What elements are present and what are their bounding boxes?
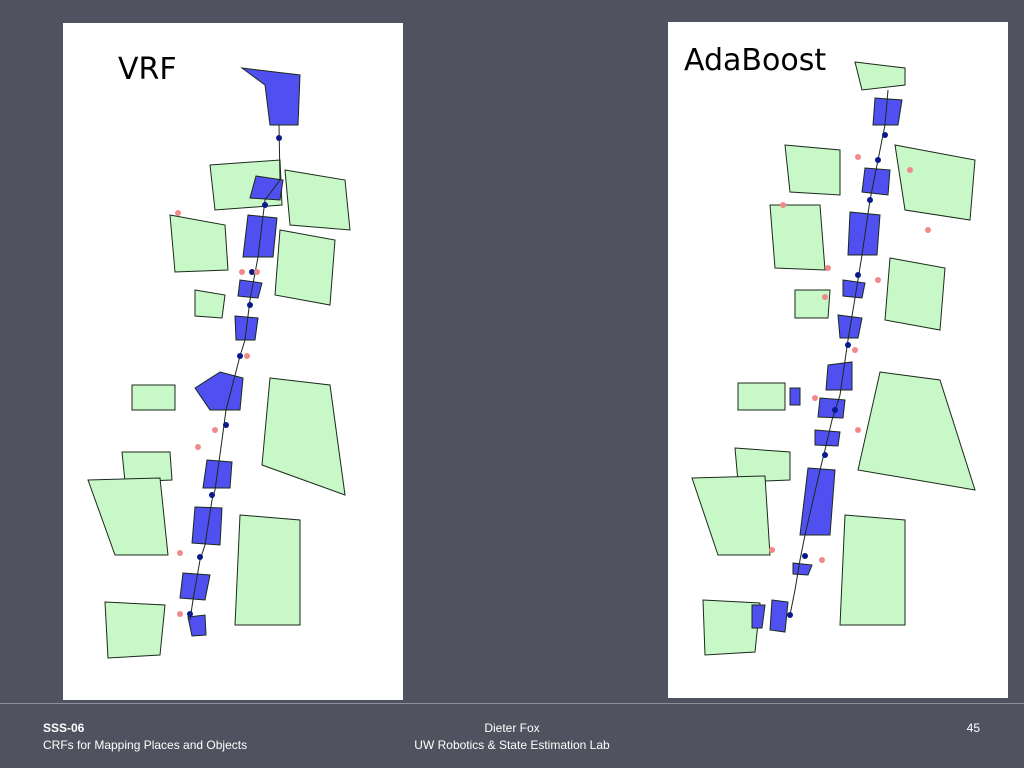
green-regions [691,61,976,656]
panel-label: AdaBoost [684,43,827,78]
map-adaboost [691,61,976,656]
footer-subtitle: CRFs for Mapping Places and Objects [43,738,248,752]
page-number: 45 [966,721,980,735]
panel-label: VRF [118,52,177,87]
green-regions [87,159,351,659]
footer-rule [0,703,1024,704]
nodes [787,132,888,618]
footer-org: UW Robotics & State Estimation Lab [414,738,610,752]
place-nodes [175,210,260,617]
panel-left [63,23,403,700]
graph-edges [789,89,889,616]
nodes [187,135,282,617]
map-vrf [87,67,351,659]
footer-author: Dieter Fox [484,721,540,735]
footer-title: SSS-06 [43,721,85,735]
maps [87,61,976,659]
blue-regions [751,97,903,633]
place-nodes [769,154,931,563]
panel-right [668,22,1008,698]
